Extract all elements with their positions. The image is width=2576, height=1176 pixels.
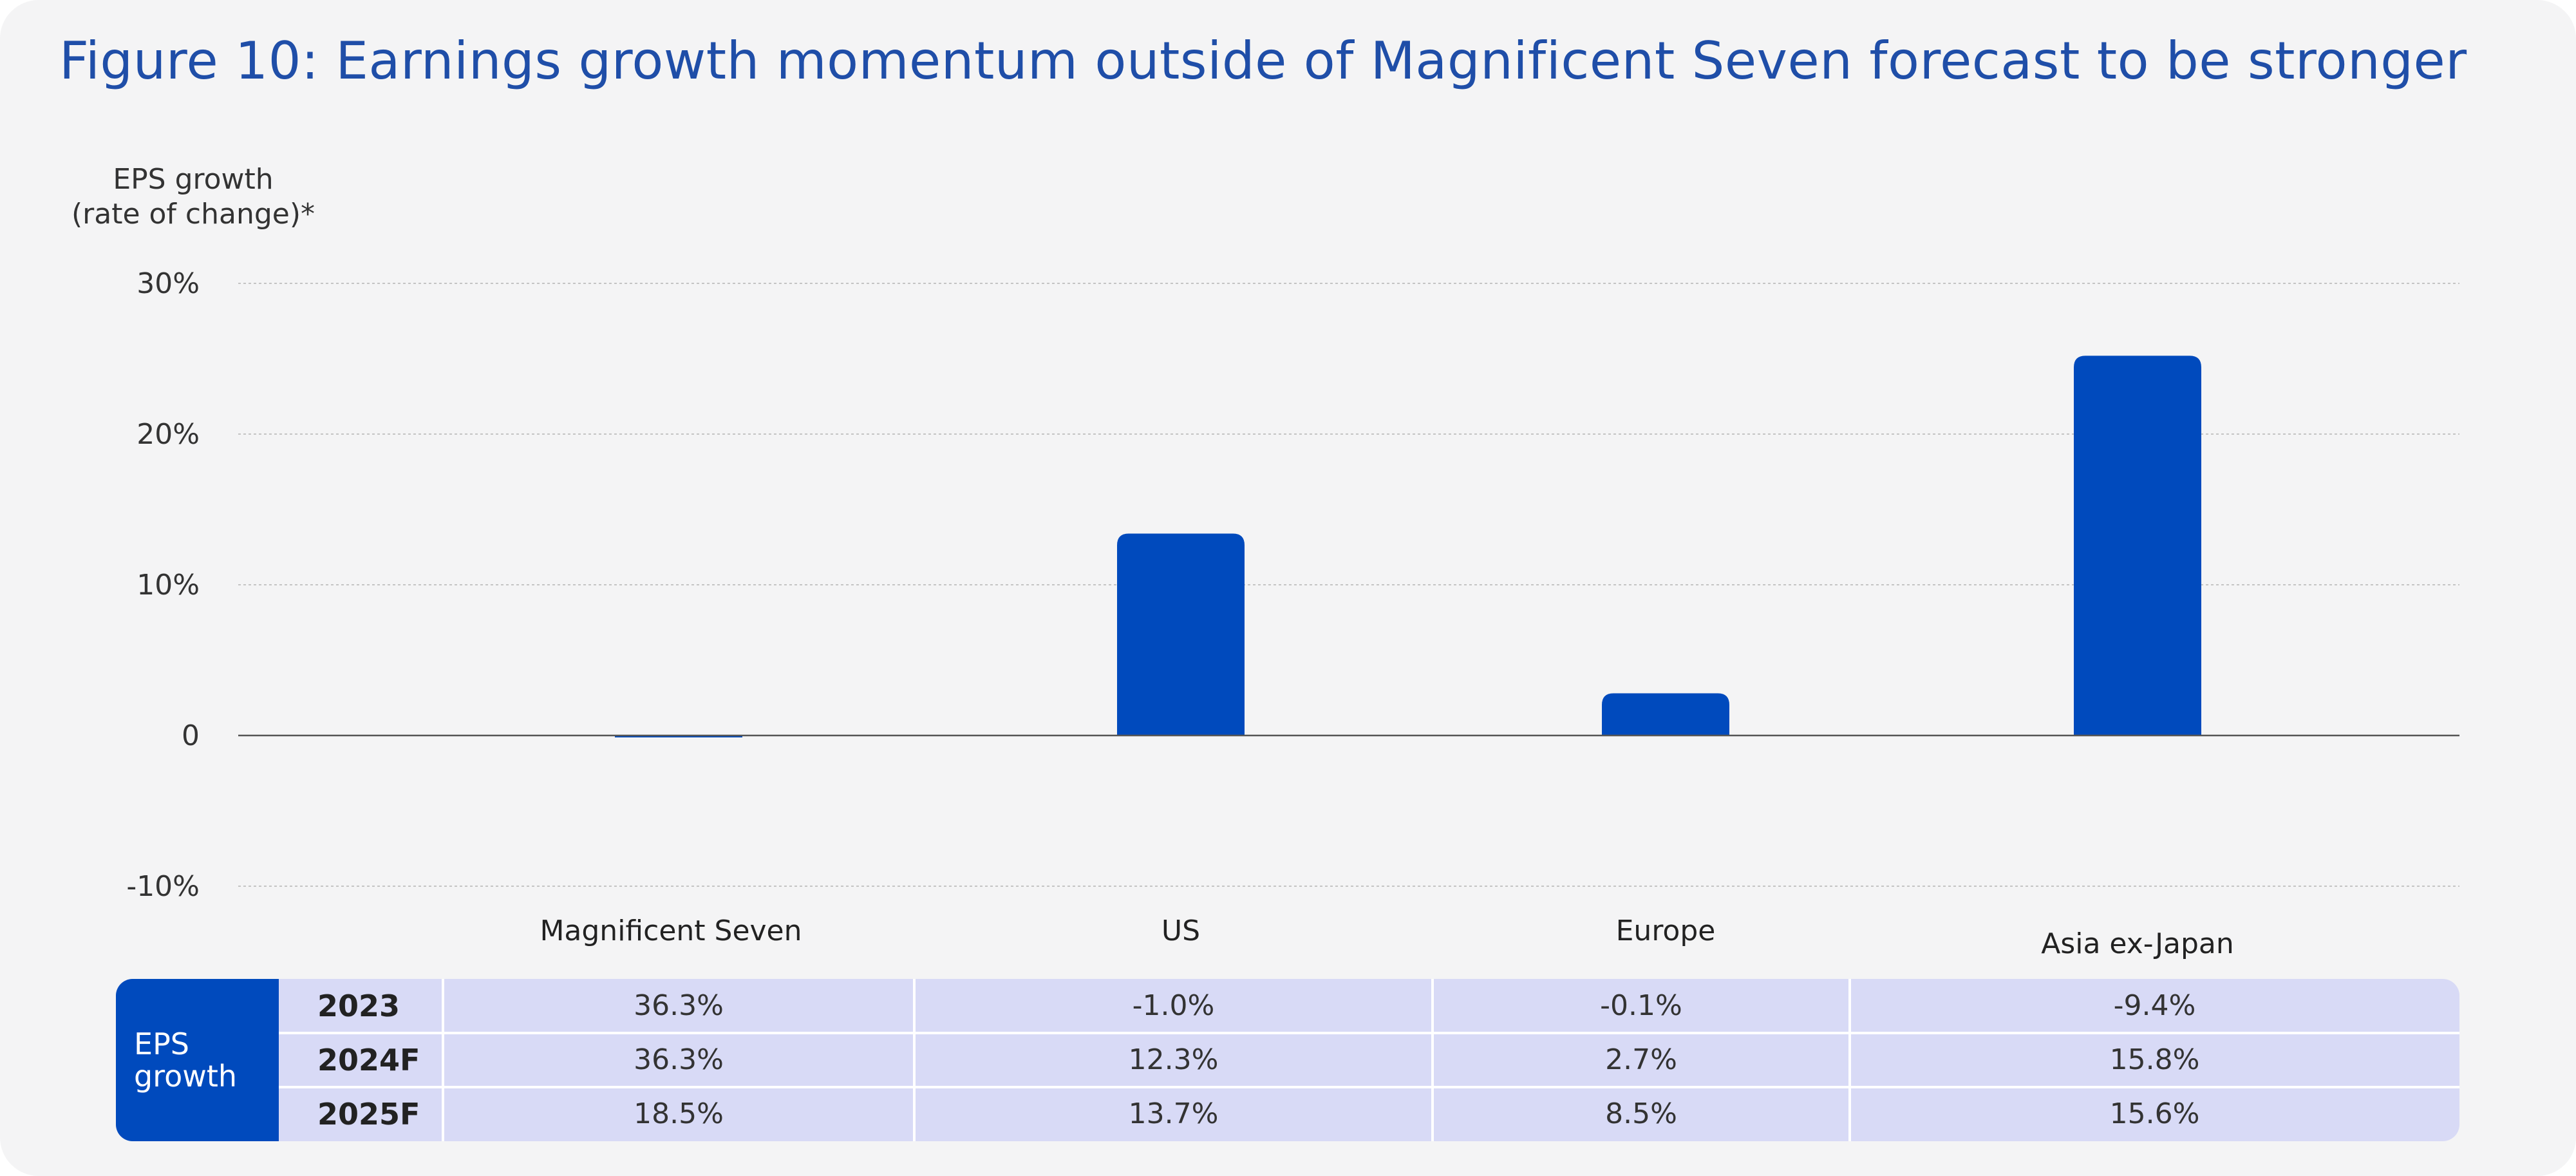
table-row-divider xyxy=(279,1086,2459,1088)
table-header-line-1: EPS xyxy=(134,1027,190,1061)
table-cell: 8.5% xyxy=(1605,1097,1677,1130)
table-cell: -9.4% xyxy=(2113,989,2196,1022)
table-column-divider xyxy=(1431,979,1434,1141)
y-tick-label: 10% xyxy=(136,569,200,602)
y-tick-label: -10% xyxy=(126,870,200,903)
table-column-divider xyxy=(1848,979,1851,1141)
table-year-label: 2023 xyxy=(317,989,400,1023)
category-label: US xyxy=(1161,915,1200,947)
y-tick-label: 20% xyxy=(136,418,200,451)
table-header-line-2: growth xyxy=(134,1059,238,1094)
y-axis-label-line-1: EPS growth xyxy=(113,163,274,196)
y-axis-label: EPS growth (rate of change)* xyxy=(39,162,348,232)
table-cell: -1.0% xyxy=(1132,989,1215,1022)
table-cell: 36.3% xyxy=(634,989,724,1022)
table-cell: 15.6% xyxy=(2109,1097,2200,1130)
bar-us xyxy=(1117,533,1245,735)
y-tick-label: 30% xyxy=(136,267,200,300)
table-column-divider xyxy=(442,979,444,1141)
eps-growth-table: EPS growth 2023 36.3% -1.0% -0.1% -9.4% 2024F… xyxy=(116,979,2459,1141)
table-cell: 13.7% xyxy=(1128,1097,1219,1130)
table-cell: -0.1% xyxy=(1600,989,1682,1022)
category-label: Europe xyxy=(1616,915,1716,947)
bar-asia-ex-japan xyxy=(2074,356,2201,735)
bar-europe xyxy=(1602,693,1729,735)
table-year-label: 2025F xyxy=(317,1097,420,1132)
table-header-eps-growth: EPS growth xyxy=(116,979,279,1141)
table-column-divider xyxy=(913,979,916,1141)
table-cell: 36.3% xyxy=(634,1043,724,1076)
table-cell: 12.3% xyxy=(1128,1043,1219,1076)
table-row-divider xyxy=(279,1032,2459,1034)
category-label: Magnificent Seven xyxy=(540,915,802,947)
bar-chart: 30% 20% 10% 0 -10% Magnificent Seven US Europe A… xyxy=(126,267,2459,960)
table-year-label: 2024F xyxy=(317,1043,420,1077)
y-tick-label: 0 xyxy=(182,719,200,752)
category-label: Asia ex-Japan xyxy=(2041,927,2234,960)
figure-title: Figure 10: Earnings growth momentum outs… xyxy=(59,31,2467,91)
table-cell: 15.8% xyxy=(2109,1043,2200,1076)
y-axis-label-line-2: (rate of change)* xyxy=(71,198,315,231)
table-cell: 2.7% xyxy=(1605,1043,1677,1076)
table-cell: 18.5% xyxy=(634,1097,724,1130)
